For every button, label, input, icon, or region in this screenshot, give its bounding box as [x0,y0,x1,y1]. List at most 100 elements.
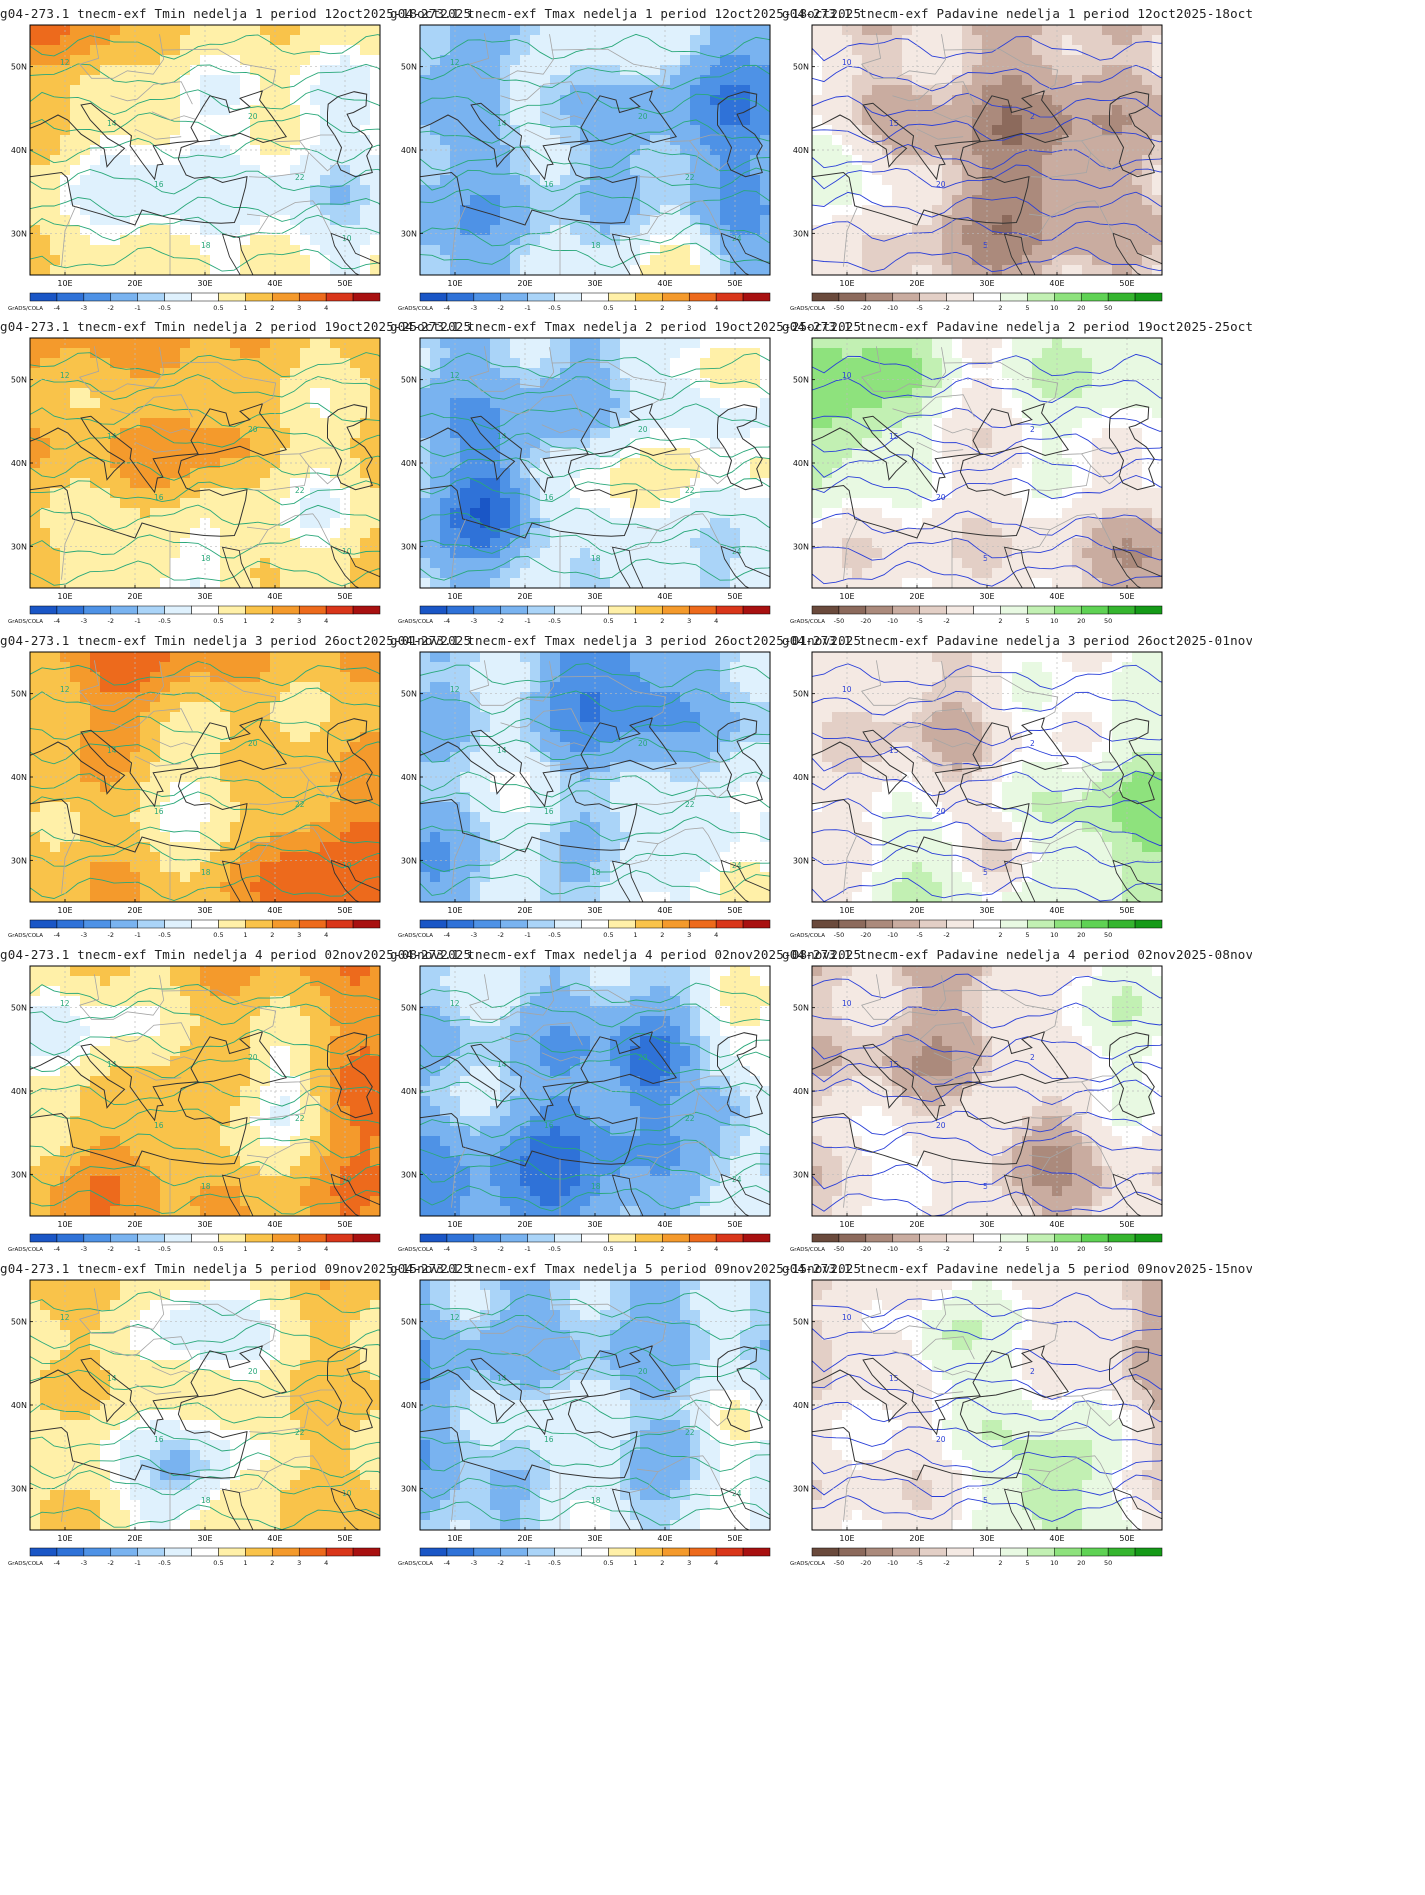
anomaly-cell [560,338,571,349]
anomaly-cell [440,518,451,529]
anomaly-cell [640,448,651,459]
anomaly-cell [310,175,321,186]
anomaly-cell [670,568,681,579]
anomaly-cell [700,175,711,186]
anomaly-cell [70,105,81,116]
anomaly-cell [1002,265,1013,275]
anomaly-cell [740,125,751,136]
anomaly-cell [90,338,101,349]
anomaly-cell [760,538,770,549]
anomaly-cell [460,135,471,146]
anomaly-cell [510,568,521,579]
anomaly-cell [110,388,121,399]
lat-tick-label: 30N [11,229,27,238]
anomaly-cell [460,448,471,459]
country-border [629,216,659,238]
anomaly-cell [260,338,271,349]
anomaly-cell [320,518,331,529]
anomaly-cell [690,378,701,389]
anomaly-cell [680,438,691,449]
anomaly-cell [260,548,271,559]
anomaly-cell [220,348,231,359]
anomaly-cell [550,255,561,266]
anomaly-cell [170,115,181,126]
anomaly-cell [540,225,551,236]
country-border [861,33,947,79]
anomaly-cell [370,35,380,46]
anomaly-cell [872,235,883,246]
anomaly-cell [110,378,121,389]
anomaly-cell [490,245,501,256]
anomaly-cell [510,348,521,359]
anomaly-cell [872,368,883,379]
anomaly-cell [470,428,481,439]
anomaly-cell [1112,245,1123,256]
anomaly-cell [932,255,943,266]
anomaly-cell [540,448,551,459]
anomaly-cell [670,135,681,146]
anomaly-cell [630,155,641,166]
anomaly-cell [1022,115,1033,126]
legend-swatch [838,292,867,302]
anomaly-cell [962,25,973,36]
anomaly-cell [620,75,631,86]
anomaly-cell [140,568,151,579]
anomaly-cell [530,155,541,166]
anomaly-cell [1142,265,1153,275]
anomaly-cell [50,568,61,579]
anomaly-cell [750,195,761,206]
anomaly-cell [260,398,271,409]
anomaly-cell [190,518,201,529]
legend-tick-label: 0.5 [213,304,223,312]
contour-label: 16 [544,180,554,189]
anomaly-cell [140,75,151,86]
anomaly-cell [430,95,441,106]
anomaly-cell [460,578,471,588]
anomaly-cell [630,518,641,529]
anomaly-cell [550,175,561,186]
anomaly-cell [932,55,943,66]
anomaly-cell [1002,338,1013,349]
anomaly-cell [220,75,231,86]
anomaly-cell [490,548,501,559]
anomaly-cell [570,225,581,236]
anomaly-cell [170,235,181,246]
anomaly-cell [690,125,701,136]
anomaly-cell [80,558,91,569]
anomaly-cell [430,255,441,266]
anomaly-cell [1042,155,1053,166]
anomaly-cell [490,25,501,36]
anomaly-cell [680,155,691,166]
anomaly-cell [600,215,611,226]
anomaly-cell [120,438,131,449]
anomaly-cell [1082,205,1093,216]
anomaly-cell [1022,368,1033,379]
anomaly-cell [280,358,291,369]
anomaly-cell [490,348,501,359]
anomaly-cell [140,35,151,46]
lon-tick-label: 30E [197,592,212,601]
anomaly-cell [80,398,91,409]
anomaly-cell [720,548,731,559]
anomaly-cell [310,478,321,489]
anomaly-cell [560,225,571,236]
anomaly-cell [1092,165,1103,176]
color-legend: -4 -3 -2 -1 -0.5 0.5 1 2 3 4 [419,292,771,312]
anomaly-cell [932,358,943,369]
anomaly-cell [1092,338,1103,349]
lon-tick-label: 40E [267,592,282,601]
anomaly-cell [922,255,933,266]
anomaly-cell [470,175,481,186]
anomaly-cell [1012,378,1023,389]
anomaly-cell [1032,65,1043,76]
anomaly-cell [580,538,591,549]
anomaly-cell [110,155,121,166]
anomaly-cell [1012,368,1023,379]
anomaly-cell [1012,225,1023,236]
anomaly-cell [952,25,963,36]
anomaly-cell [140,245,151,256]
anomaly-cell [852,398,863,409]
anomaly-cell [260,215,271,226]
anomaly-cell [710,568,721,579]
